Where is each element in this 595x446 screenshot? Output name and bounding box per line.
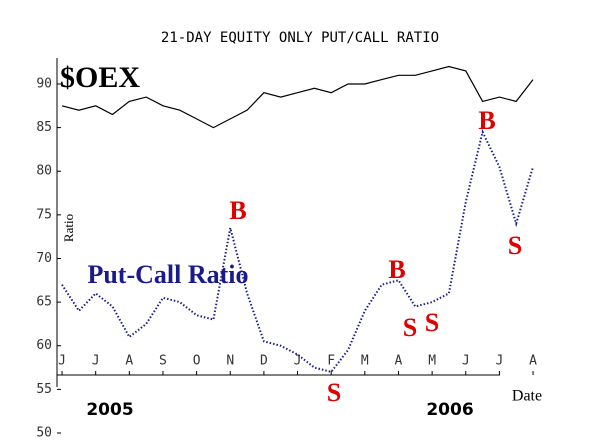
annotation: B: [229, 196, 246, 225]
annotation: S: [403, 313, 417, 342]
y-tick-label: 55: [36, 382, 52, 397]
y-tick-label: 85: [36, 120, 52, 135]
x-tick-label: J: [58, 354, 66, 369]
x-tick-label: O: [193, 354, 201, 369]
y-tick-label: 70: [36, 251, 52, 266]
x-tick-label: A: [529, 354, 537, 369]
x-tick-label: J: [462, 354, 470, 369]
annotation: Put-Call Ratio: [87, 260, 248, 289]
x-tick-label: M: [428, 354, 436, 369]
series-line: [61, 129, 534, 374]
y-tick-label: 75: [36, 207, 52, 222]
chart-title: 21-DAY EQUITY ONLY PUT/CALL RATIO: [161, 30, 439, 46]
annotation: B: [388, 255, 405, 284]
y-tick-label: 50: [36, 426, 52, 441]
x-tick-label: A: [125, 354, 133, 369]
y-tick-label: 80: [36, 164, 52, 179]
series-line: [61, 65, 534, 129]
y-tick-label: 65: [36, 295, 52, 310]
y-tick-label: 60: [36, 338, 52, 353]
x-tick-label: M: [361, 354, 369, 369]
y-axis-label: Ratio: [61, 214, 76, 242]
year-label: 2006: [426, 400, 473, 420]
x-tick-label: J: [294, 354, 302, 369]
x-tick-label: A: [395, 354, 403, 369]
x-tick-label: J: [92, 354, 100, 369]
x-tick-label: N: [226, 354, 234, 369]
year-label: 2005: [86, 400, 133, 420]
annotation: B: [478, 106, 495, 135]
x-tick-label: J: [495, 354, 503, 369]
x-tick-label: F: [327, 354, 335, 369]
annotation: $OEX: [60, 61, 140, 94]
annotation: S: [508, 231, 522, 260]
x-tick-label: D: [260, 354, 268, 369]
annotation: S: [425, 308, 439, 337]
x-tick-label: S: [159, 354, 167, 369]
annotation: S: [327, 378, 341, 407]
x-axis-label: Date: [512, 388, 542, 405]
y-tick-label: 90: [36, 76, 52, 91]
